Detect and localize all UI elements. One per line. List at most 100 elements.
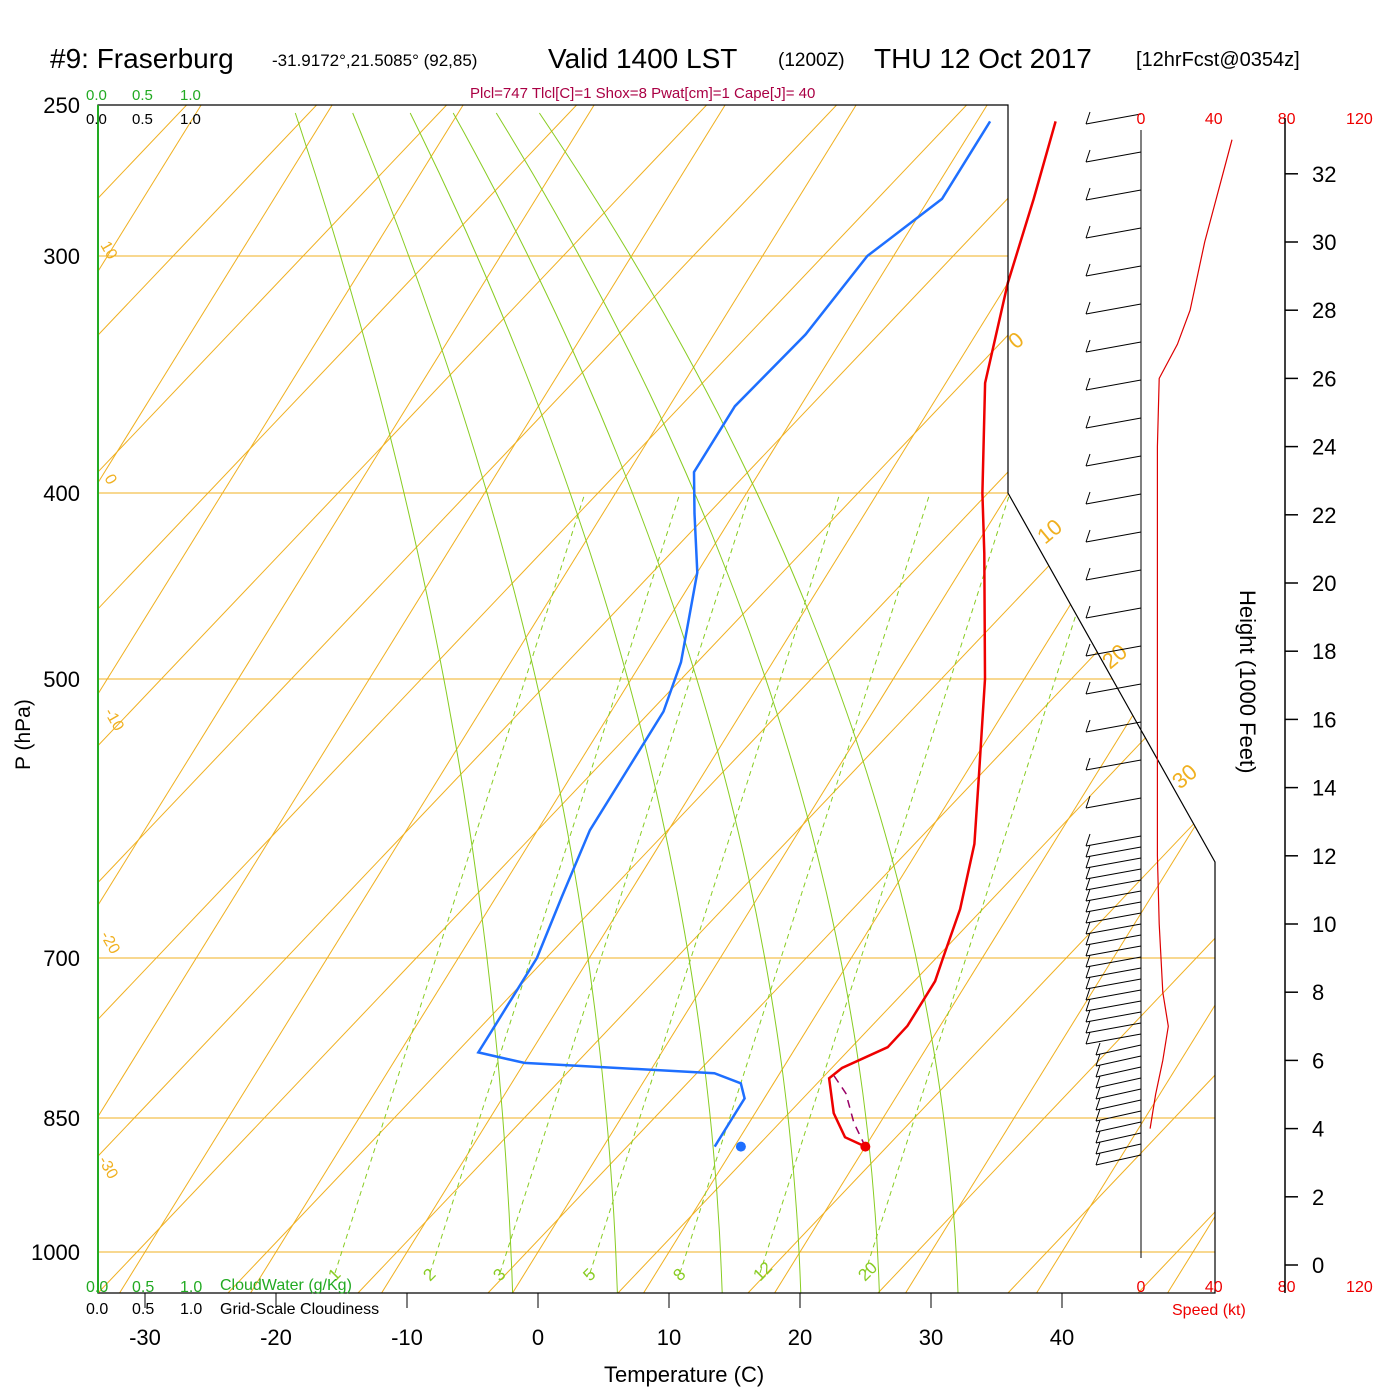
- isotherm-label: -20: [97, 929, 123, 958]
- wind-barb-staff: [1095, 1099, 1142, 1111]
- wind-barb-staff: [1085, 379, 1142, 391]
- wind-barb: [1095, 1152, 1142, 1166]
- wind-barb-feather: [1095, 1152, 1101, 1166]
- pressure-tick-label: 500: [43, 667, 80, 692]
- forecast-date: THU 12 Oct 2017: [874, 43, 1092, 74]
- wind-barb-staff: [1085, 868, 1142, 880]
- dry-adiabat-line: [98, 105, 1215, 1293]
- isotherm-label: -10: [101, 706, 127, 735]
- mixing-ratio-labels: 1 2 3 5 8 12 20: [324, 1258, 881, 1285]
- wind-barb-feather: [1085, 377, 1091, 391]
- wind-barb-staff: [1095, 1132, 1142, 1144]
- wind-barb: [1095, 1119, 1142, 1133]
- wind-barb-feather: [1085, 453, 1091, 467]
- wind-barb-staff: [1095, 1077, 1142, 1089]
- wind-barb-staff: [1085, 1033, 1142, 1045]
- wind-barb-staff: [1085, 455, 1142, 467]
- mixing-ratio-line: [334, 492, 586, 1274]
- isotherm-line: [774, 105, 1215, 1293]
- isotherm-label: 0: [1003, 327, 1028, 354]
- height-axis-title: Height (1000 Feet): [1235, 590, 1260, 773]
- moist-adiabat-line: [294, 112, 514, 1293]
- wind-barb: [1085, 757, 1142, 771]
- temperature-tick-label: 20: [788, 1325, 812, 1350]
- wind-barb: [1095, 1075, 1142, 1089]
- isotherm-line: [905, 105, 1215, 1293]
- wind-barb-feather: [1085, 605, 1091, 619]
- wind-barb-feather: [1085, 795, 1091, 809]
- pressure-tick-label: 700: [43, 946, 80, 971]
- wind-barb-feather: [1085, 844, 1091, 858]
- wind-barb: [1085, 453, 1142, 467]
- height-tick-label: 8: [1312, 980, 1324, 1005]
- dry-adiabat-line: [877, 105, 1215, 1293]
- wind-barb: [1095, 1130, 1142, 1144]
- wind-barb-staff: [1085, 341, 1142, 353]
- speed-tick-label-top: 80: [1278, 111, 1296, 128]
- isotherm-line: [98, 105, 726, 1293]
- wind-barb-staff: [1095, 1066, 1142, 1078]
- cloud-top-black-0: 0.0: [86, 111, 107, 128]
- wind-barb-feather: [1095, 1108, 1101, 1122]
- wind-barb-staff: [1085, 189, 1142, 201]
- cloud-scale-bottom: 0.0 0.5 1.0 CloudWater (g/Kg) 0.0 0.5 1.…: [86, 1277, 379, 1318]
- wind-barb-staff: [1085, 569, 1142, 581]
- wind-barb-feather: [1095, 1119, 1101, 1133]
- dry-adiabat-line: [98, 105, 447, 1293]
- wind-barb-staff: [1085, 797, 1142, 809]
- wind-barb: [1085, 965, 1142, 979]
- station-coords: -31.9172°,21.5085° (92,85): [272, 51, 477, 70]
- utc-time: (1200Z): [778, 50, 845, 71]
- isotherm-line: [98, 105, 333, 1293]
- wind-barb-staff: [1085, 923, 1142, 935]
- wind-barb-staff: [1085, 417, 1142, 429]
- cloud-top-green-2: 1.0: [180, 87, 201, 104]
- dry-adiabat-line: [98, 105, 187, 1293]
- height-tick-label: 14: [1312, 776, 1336, 801]
- wind-barb: [1085, 491, 1142, 505]
- isotherm-label: 20: [1097, 639, 1132, 674]
- wind-barb-feather: [1085, 263, 1091, 277]
- wind-barb-feather: [1085, 643, 1091, 657]
- wind-barb-staff: [1085, 978, 1142, 990]
- station-title: #9: Fraserburg: [50, 43, 234, 74]
- cloud-bottom-green-1: 0.5: [132, 1279, 154, 1296]
- height-tick-label: 22: [1312, 503, 1336, 528]
- surface-temperature-marker: [860, 1141, 871, 1152]
- wind-barb-staff: [1085, 857, 1142, 869]
- pressure-axis-title: P (hPa): [12, 699, 35, 770]
- isotherm-label: 10: [97, 239, 121, 263]
- wind-barb: [1085, 910, 1142, 924]
- wind-barb-staff: [1085, 1022, 1142, 1034]
- mixing-ratio-line: [499, 492, 751, 1274]
- wind-barb-staff: [1085, 721, 1142, 733]
- dry-adiabat-line: [98, 105, 1097, 1293]
- wind-barb: [1085, 844, 1142, 858]
- dry-adiabat-line: [487, 105, 1215, 1293]
- wind-barb: [1095, 1097, 1142, 1111]
- wind-barb-feather: [1085, 491, 1091, 505]
- wind-barb: [1085, 833, 1142, 847]
- height-tick-label: 26: [1312, 366, 1336, 391]
- wind-barb: [1085, 888, 1142, 902]
- dry-adiabat-line: [357, 105, 1215, 1293]
- moist-adiabat-line: [538, 112, 959, 1293]
- speed-tick-label-bottom: 120: [1346, 1279, 1373, 1296]
- cloud-top-black-1: 0.5: [132, 111, 153, 128]
- wind-barb-staff: [1095, 1088, 1142, 1100]
- pressure-tick-label: 250: [43, 93, 80, 118]
- isotherm-lines: [98, 105, 1215, 1293]
- height-tick-label: 20: [1312, 571, 1336, 596]
- wind-barb-feather: [1095, 1086, 1101, 1100]
- wind-barb-staff: [1085, 607, 1142, 619]
- wind-barb-staff: [1095, 1110, 1142, 1122]
- wind-barb-feather: [1085, 943, 1091, 957]
- isotherm-label: 10: [1032, 514, 1067, 549]
- speed-tick-label-top: 120: [1346, 111, 1373, 128]
- height-tick-label: 0: [1312, 1253, 1324, 1278]
- dry-adiabat-line: [98, 105, 967, 1293]
